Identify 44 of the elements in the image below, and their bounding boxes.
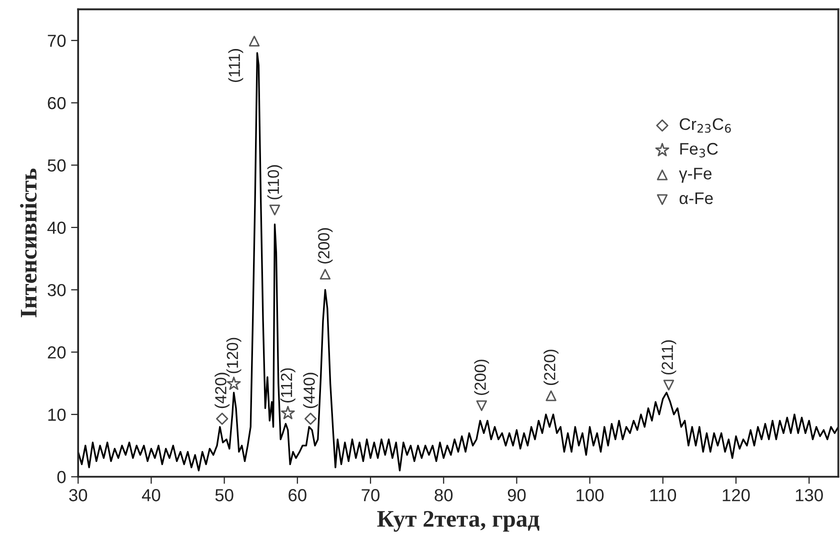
y-tick-label: 20 <box>48 346 66 359</box>
y-tick-label: 70 <box>48 34 66 47</box>
annotation: (111) <box>228 49 244 82</box>
point <box>663 380 674 390</box>
point <box>320 268 331 280</box>
x-tick-label: 100 <box>576 489 604 502</box>
y-tick-label: 0 <box>57 470 66 484</box>
y-tick-label: 40 <box>47 222 66 234</box>
annotation: (112) <box>280 368 296 402</box>
point <box>216 412 228 425</box>
x-tick-label: 60 <box>288 489 306 502</box>
point <box>269 204 280 216</box>
annotation: (420) <box>214 372 230 408</box>
point <box>546 390 556 402</box>
x-tick-label: 70 <box>362 489 380 502</box>
point <box>476 400 487 412</box>
x-tick-label: 80 <box>434 489 453 502</box>
annotation: (110) <box>267 165 282 200</box>
legend-label: Cr$_{23}$C$_{6}$ <box>680 118 731 133</box>
point <box>248 36 260 46</box>
point <box>280 406 295 420</box>
legend-label: Fe$_{3}$C <box>680 142 718 158</box>
x-axis-title: Кут 2тета, град <box>377 510 540 532</box>
y-tick-label: 30 <box>48 284 66 296</box>
point <box>304 412 317 425</box>
annotation: (200) <box>474 360 490 395</box>
x-tick-label: 110 <box>650 489 676 502</box>
legend-label: γ-Fe <box>678 168 712 183</box>
x-tick-label: 30 <box>69 489 88 502</box>
y-tick-label: 50 <box>48 159 66 172</box>
x-tick-label: 120 <box>722 489 750 502</box>
annotation: (211) <box>661 340 676 374</box>
annotation: (440) <box>303 372 318 408</box>
y-tick-label: 10 <box>48 408 66 421</box>
x-tick-label: 130 <box>796 489 823 502</box>
annotation: (120) <box>226 338 242 374</box>
x-tick-label: 40 <box>142 489 160 502</box>
x-tick-label: 90 <box>508 489 526 502</box>
annotation: (200) <box>318 228 333 264</box>
y-axis-title: Інтенсивність <box>20 168 37 318</box>
annotation: (220) <box>544 350 558 386</box>
legend-label: α-Fe <box>680 192 713 204</box>
y-tick-label: 60 <box>48 96 66 110</box>
x-tick-label: 50 <box>215 489 234 502</box>
